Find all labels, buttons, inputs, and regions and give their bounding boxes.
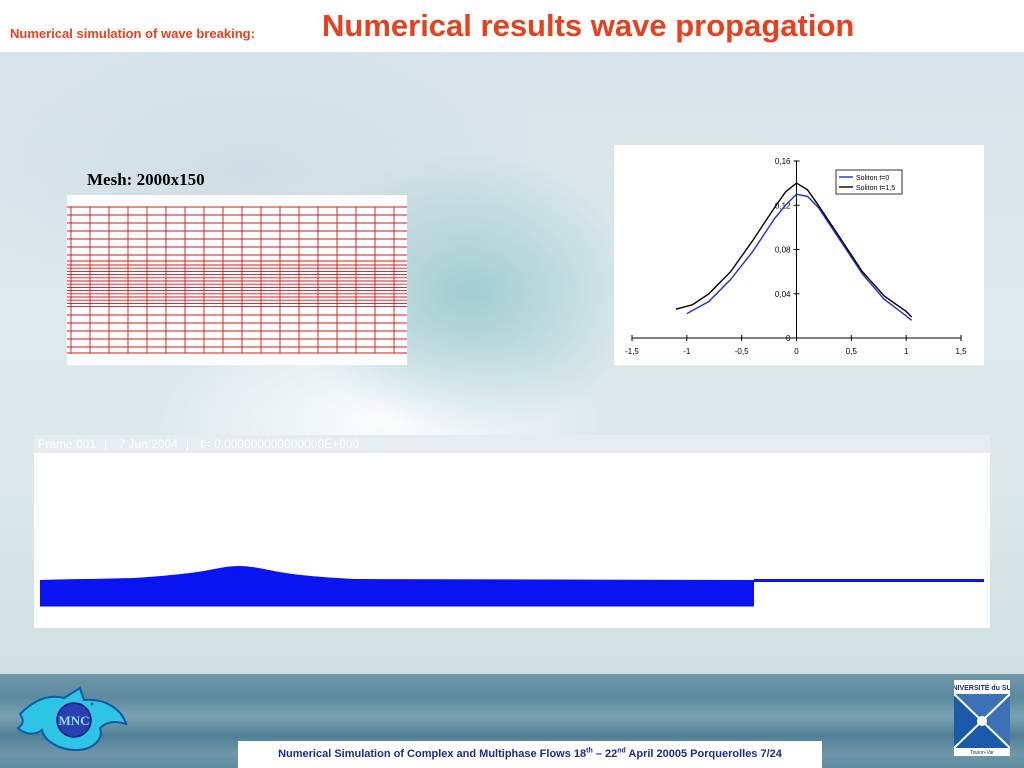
- footer-text-a: Numerical Simulation of Complex and Mult…: [278, 748, 587, 760]
- legend-label: Soliton t=0: [856, 175, 889, 182]
- chart-legend: [835, 169, 903, 195]
- y-tick-label: 0: [786, 334, 791, 343]
- simulation-frame: Frame 001 | 7 Jun 2004 | t= 0.000000000000…: [34, 435, 990, 628]
- series-line-2: [675, 182, 913, 318]
- x-tick-label: 1,5: [955, 347, 967, 356]
- mesh-grid: [67, 195, 407, 365]
- mnc-logo-icon: MNC: [16, 686, 128, 752]
- footer-sup-a: th: [586, 747, 593, 755]
- x-tick-label: 1: [904, 347, 909, 356]
- simulation-info-bar: Frame 001 | 7 Jun 2004 | t= 0.000000000000…: [34, 435, 990, 453]
- footer-text-b: – 22: [592, 748, 618, 760]
- x-tick-label: -1,5: [625, 347, 639, 356]
- y-tick-label: 0,16: [775, 157, 791, 166]
- footer-sup-b: nd: [617, 747, 626, 755]
- x-tick-label: -1: [683, 347, 691, 356]
- soliton-chart: -1,5 -1 -0,5 0 0,5 1 1,5 0 0,04 0,08 0,12 0,16 Solit…: [614, 145, 984, 365]
- frame-time: t= 0.000000000000000E+000: [200, 437, 360, 451]
- frame-date: 7 Jun 2004: [118, 437, 178, 451]
- y-tick-label: 0,12: [775, 201, 791, 210]
- y-tick-label: 0,04: [775, 290, 791, 299]
- x-tick-label: 0: [794, 347, 799, 356]
- mnc-logo-text: MNC: [58, 713, 89, 728]
- still-water-line: [754, 579, 984, 582]
- university-logo-subtext: Toulon-Var: [970, 750, 994, 756]
- footer-caption: Numerical Simulation of Complex and Mult…: [238, 741, 822, 768]
- mesh-label: Mesh: 2000x150: [87, 170, 205, 189]
- simulation-wave-profile: [40, 566, 984, 607]
- slide-title: Numerical results wave propagation: [322, 8, 855, 43]
- university-logo-icon: UNIVERSITÉ du SUD Toulon-Var: [954, 680, 1010, 756]
- y-tick-label: 0,08: [775, 246, 791, 255]
- frame-number: Frame 001: [38, 437, 97, 451]
- water-body: [40, 566, 754, 606]
- footer-text-c: April 20005 Porquerolles 7/24: [625, 748, 782, 760]
- x-tick-label: 0,5: [846, 347, 858, 356]
- series-line-1: [686, 193, 913, 321]
- mesh-grid-lines: [67, 206, 407, 354]
- slide-subtitle: Numerical simulation of wave breaking:: [10, 26, 255, 41]
- university-logo-text: UNIVERSITÉ du SUD: [954, 683, 1010, 692]
- slide-header: Numerical simulation of wave breaking: N…: [0, 0, 1024, 52]
- x-tick-label: -0,5: [735, 347, 749, 356]
- legend-label: Soliton t=1,5: [856, 185, 895, 192]
- soliton-chart-svg: -1,5 -1 -0,5 0 0,5 1 1,5 0 0,04 0,08 0,12 0,16 Solit…: [625, 157, 967, 356]
